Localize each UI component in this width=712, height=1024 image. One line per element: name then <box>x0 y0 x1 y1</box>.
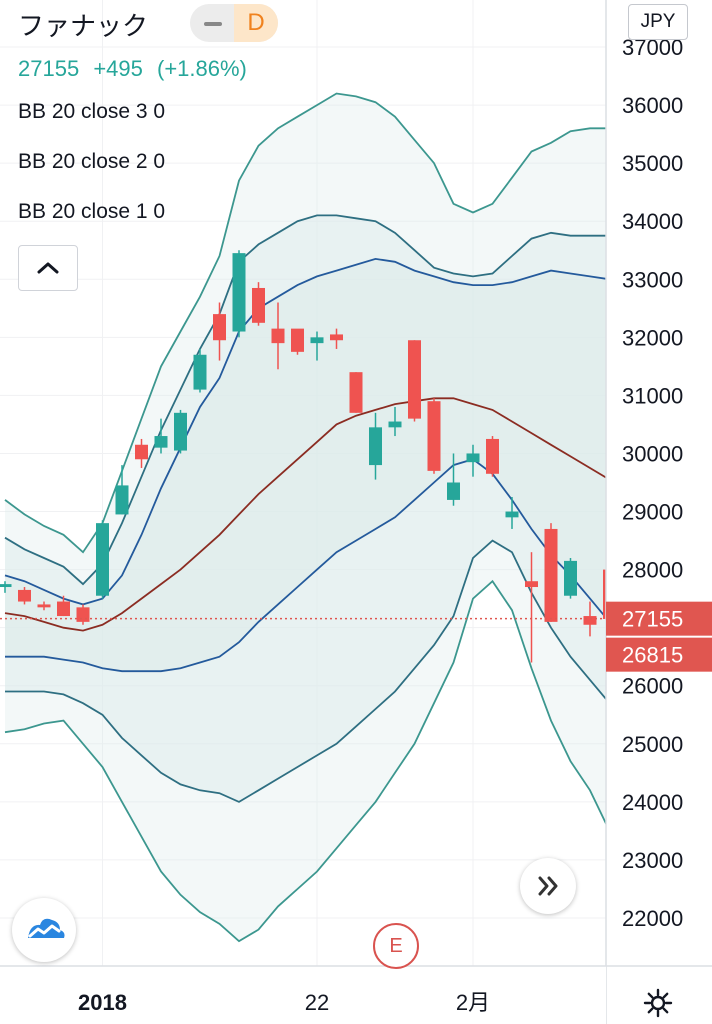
y-tick-label: 33000 <box>622 267 683 292</box>
candle-body <box>232 253 246 332</box>
x-tick-label: 2018 <box>78 990 127 1015</box>
chevron-up-icon <box>37 262 59 274</box>
y-tick-label: 35000 <box>622 151 683 176</box>
candle-body <box>252 287 265 323</box>
candle-body <box>408 340 421 419</box>
candle-body <box>330 334 343 341</box>
candle-body <box>564 560 577 596</box>
candle-body <box>388 421 402 428</box>
price-label-box <box>606 637 712 672</box>
y-tick-label: 28000 <box>622 558 683 583</box>
price-axis <box>606 0 712 1024</box>
price-change-percent: (+1.86%) <box>157 56 247 81</box>
interval-toggle[interactable]: D <box>190 4 278 42</box>
price-label-box <box>606 601 712 636</box>
indicator-legend-bb3[interactable]: BB 20 close 3 0 <box>18 100 166 123</box>
candle-body <box>369 427 382 466</box>
earnings-e-icon[interactable]: E <box>373 923 419 969</box>
last-price: 27155 <box>18 56 80 81</box>
candle-body <box>154 436 168 448</box>
candle-body <box>0 584 12 588</box>
candle-body <box>486 438 499 474</box>
x-tick-label: 22 <box>305 990 329 1015</box>
candle-body <box>174 412 187 451</box>
candle-body <box>18 589 31 602</box>
double-chevron-right-icon <box>538 876 558 896</box>
y-tick-label: 31000 <box>622 383 683 408</box>
candle-body <box>525 581 538 588</box>
candle-body <box>505 511 519 518</box>
band-fill-1 <box>5 258 610 672</box>
time-axis <box>0 966 606 1024</box>
collapse-legend-button[interactable] <box>18 245 78 291</box>
band-line-4 <box>5 458 611 673</box>
band-line-6 <box>4 579 611 943</box>
price-label-text: 27155 <box>622 607 683 632</box>
price-label-text: 26815 <box>622 643 683 668</box>
candle-body <box>349 372 363 413</box>
candle-body <box>76 607 90 622</box>
candle-body <box>193 354 207 390</box>
price-change: +495 <box>93 56 143 81</box>
candle-body <box>57 601 70 617</box>
y-tick-label: 36000 <box>622 93 683 118</box>
indicator-legend-bb2[interactable]: BB 20 close 2 0 <box>18 150 166 173</box>
y-tick-label: 25000 <box>622 732 683 757</box>
currency-button[interactable]: JPY <box>628 4 688 40</box>
y-tick-label: 34000 <box>622 209 683 234</box>
minus-icon[interactable] <box>204 22 222 26</box>
y-tick-label: 26000 <box>622 674 683 699</box>
y-tick-label: 24000 <box>622 790 683 815</box>
candle-body <box>291 328 304 352</box>
candle-body <box>135 444 148 460</box>
scroll-to-realtime-button[interactable] <box>520 858 576 914</box>
y-tick-label: 23000 <box>622 848 683 873</box>
candle-body <box>447 482 460 500</box>
candle-body <box>96 523 109 596</box>
y-tick-label: 30000 <box>622 441 683 466</box>
candle-body <box>583 616 597 625</box>
candle-body <box>544 528 558 622</box>
candle-body <box>271 328 285 344</box>
quote-line: 27155 +495 (+1.86%) <box>18 56 255 82</box>
indicator-legend-bb1[interactable]: BB 20 close 1 0 <box>18 200 166 223</box>
interval-label[interactable]: D <box>234 4 278 42</box>
y-tick-label: 29000 <box>622 500 683 525</box>
x-tick-label: 2月 <box>456 990 490 1015</box>
band-line-5 <box>5 539 611 803</box>
band-line-0 <box>4 92 610 554</box>
candle-body <box>115 485 129 515</box>
candle-body <box>310 337 324 344</box>
gear-icon[interactable] <box>640 985 676 1021</box>
band-line-3 <box>4 397 610 632</box>
symbol-title[interactable]: ファナック <box>18 11 149 41</box>
y-tick-label: 22000 <box>622 906 683 931</box>
y-tick-label: 32000 <box>622 325 683 350</box>
candle-body <box>37 604 51 608</box>
candle-body <box>213 314 226 341</box>
tradingview-logo-icon[interactable] <box>12 898 76 962</box>
candle-body <box>427 401 441 471</box>
candle-body <box>466 453 480 463</box>
